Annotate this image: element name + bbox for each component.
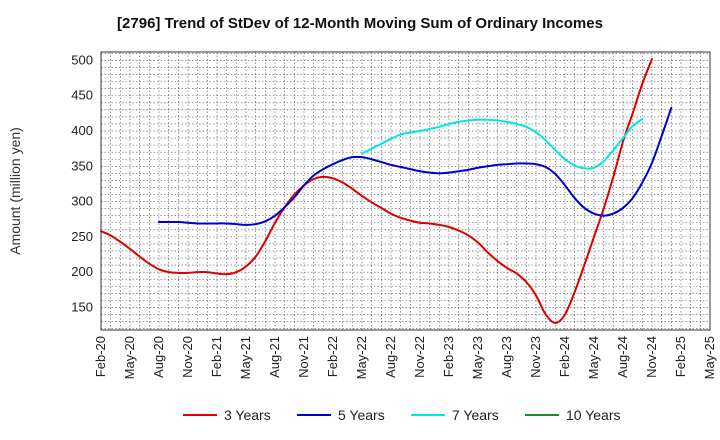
x-tick-label: Aug-24 xyxy=(615,336,630,378)
x-tick-label: Nov-20 xyxy=(180,336,195,378)
x-tick-label: May-24 xyxy=(586,336,601,379)
y-tick-label: 200 xyxy=(71,264,93,279)
x-tick-label: May-21 xyxy=(238,336,253,379)
legend-label-7-years: 7 Years xyxy=(452,407,499,423)
series-line-3-years xyxy=(100,58,653,324)
plot-area: Feb-20 May-20 Aug-20 Nov-20 Feb-21 May-21 Aug-… xyxy=(71,51,717,379)
series-line-7-years xyxy=(361,118,644,170)
y-tick-label: 300 xyxy=(71,194,93,209)
y-tick-label: 400 xyxy=(71,123,93,138)
x-tick-label: Nov-24 xyxy=(644,336,659,378)
legend-label-3-years: 3 Years xyxy=(224,407,271,423)
y-tick-label: 150 xyxy=(71,299,93,314)
x-tick-label: Feb-22 xyxy=(325,336,340,377)
x-tick-label: Aug-21 xyxy=(267,336,282,378)
y-tick-label: 500 xyxy=(71,52,93,67)
x-tick-label: Feb-20 xyxy=(93,336,108,377)
x-tick-label: Nov-22 xyxy=(412,336,427,378)
x-tick-label: Aug-22 xyxy=(383,336,398,378)
x-tick-label: Aug-20 xyxy=(151,336,166,378)
y-tick-label: 450 xyxy=(71,88,93,103)
x-tick-label: Nov-23 xyxy=(528,336,543,378)
x-tick-label: Feb-24 xyxy=(557,336,572,377)
y-axis-label: Amount (million yen) xyxy=(7,127,23,255)
y-tick-label: 350 xyxy=(71,158,93,173)
x-tick-label: Feb-25 xyxy=(673,336,688,377)
x-tick-label: Feb-21 xyxy=(209,336,224,377)
legend-label-10-years: 10 Years xyxy=(566,407,621,423)
legend-label-5-years: 5 Years xyxy=(338,407,385,423)
legend: 3 Years 5 Years 7 Years 10 Years xyxy=(183,407,621,423)
x-tick-label: Aug-23 xyxy=(499,336,514,378)
series-line-5-years xyxy=(158,106,673,226)
x-tick-label: Nov-21 xyxy=(296,336,311,378)
x-tick-label: May-23 xyxy=(470,336,485,379)
x-tick-label: May-22 xyxy=(354,336,369,379)
x-tick-label: May-25 xyxy=(702,336,717,379)
x-tick-label: May-20 xyxy=(122,336,137,379)
plot-frame xyxy=(100,51,711,331)
chart-title: [2796] Trend of StDev of 12-Month Moving… xyxy=(117,15,603,32)
y-tick-label: 250 xyxy=(71,229,93,244)
x-tick-label: Feb-23 xyxy=(441,336,456,377)
